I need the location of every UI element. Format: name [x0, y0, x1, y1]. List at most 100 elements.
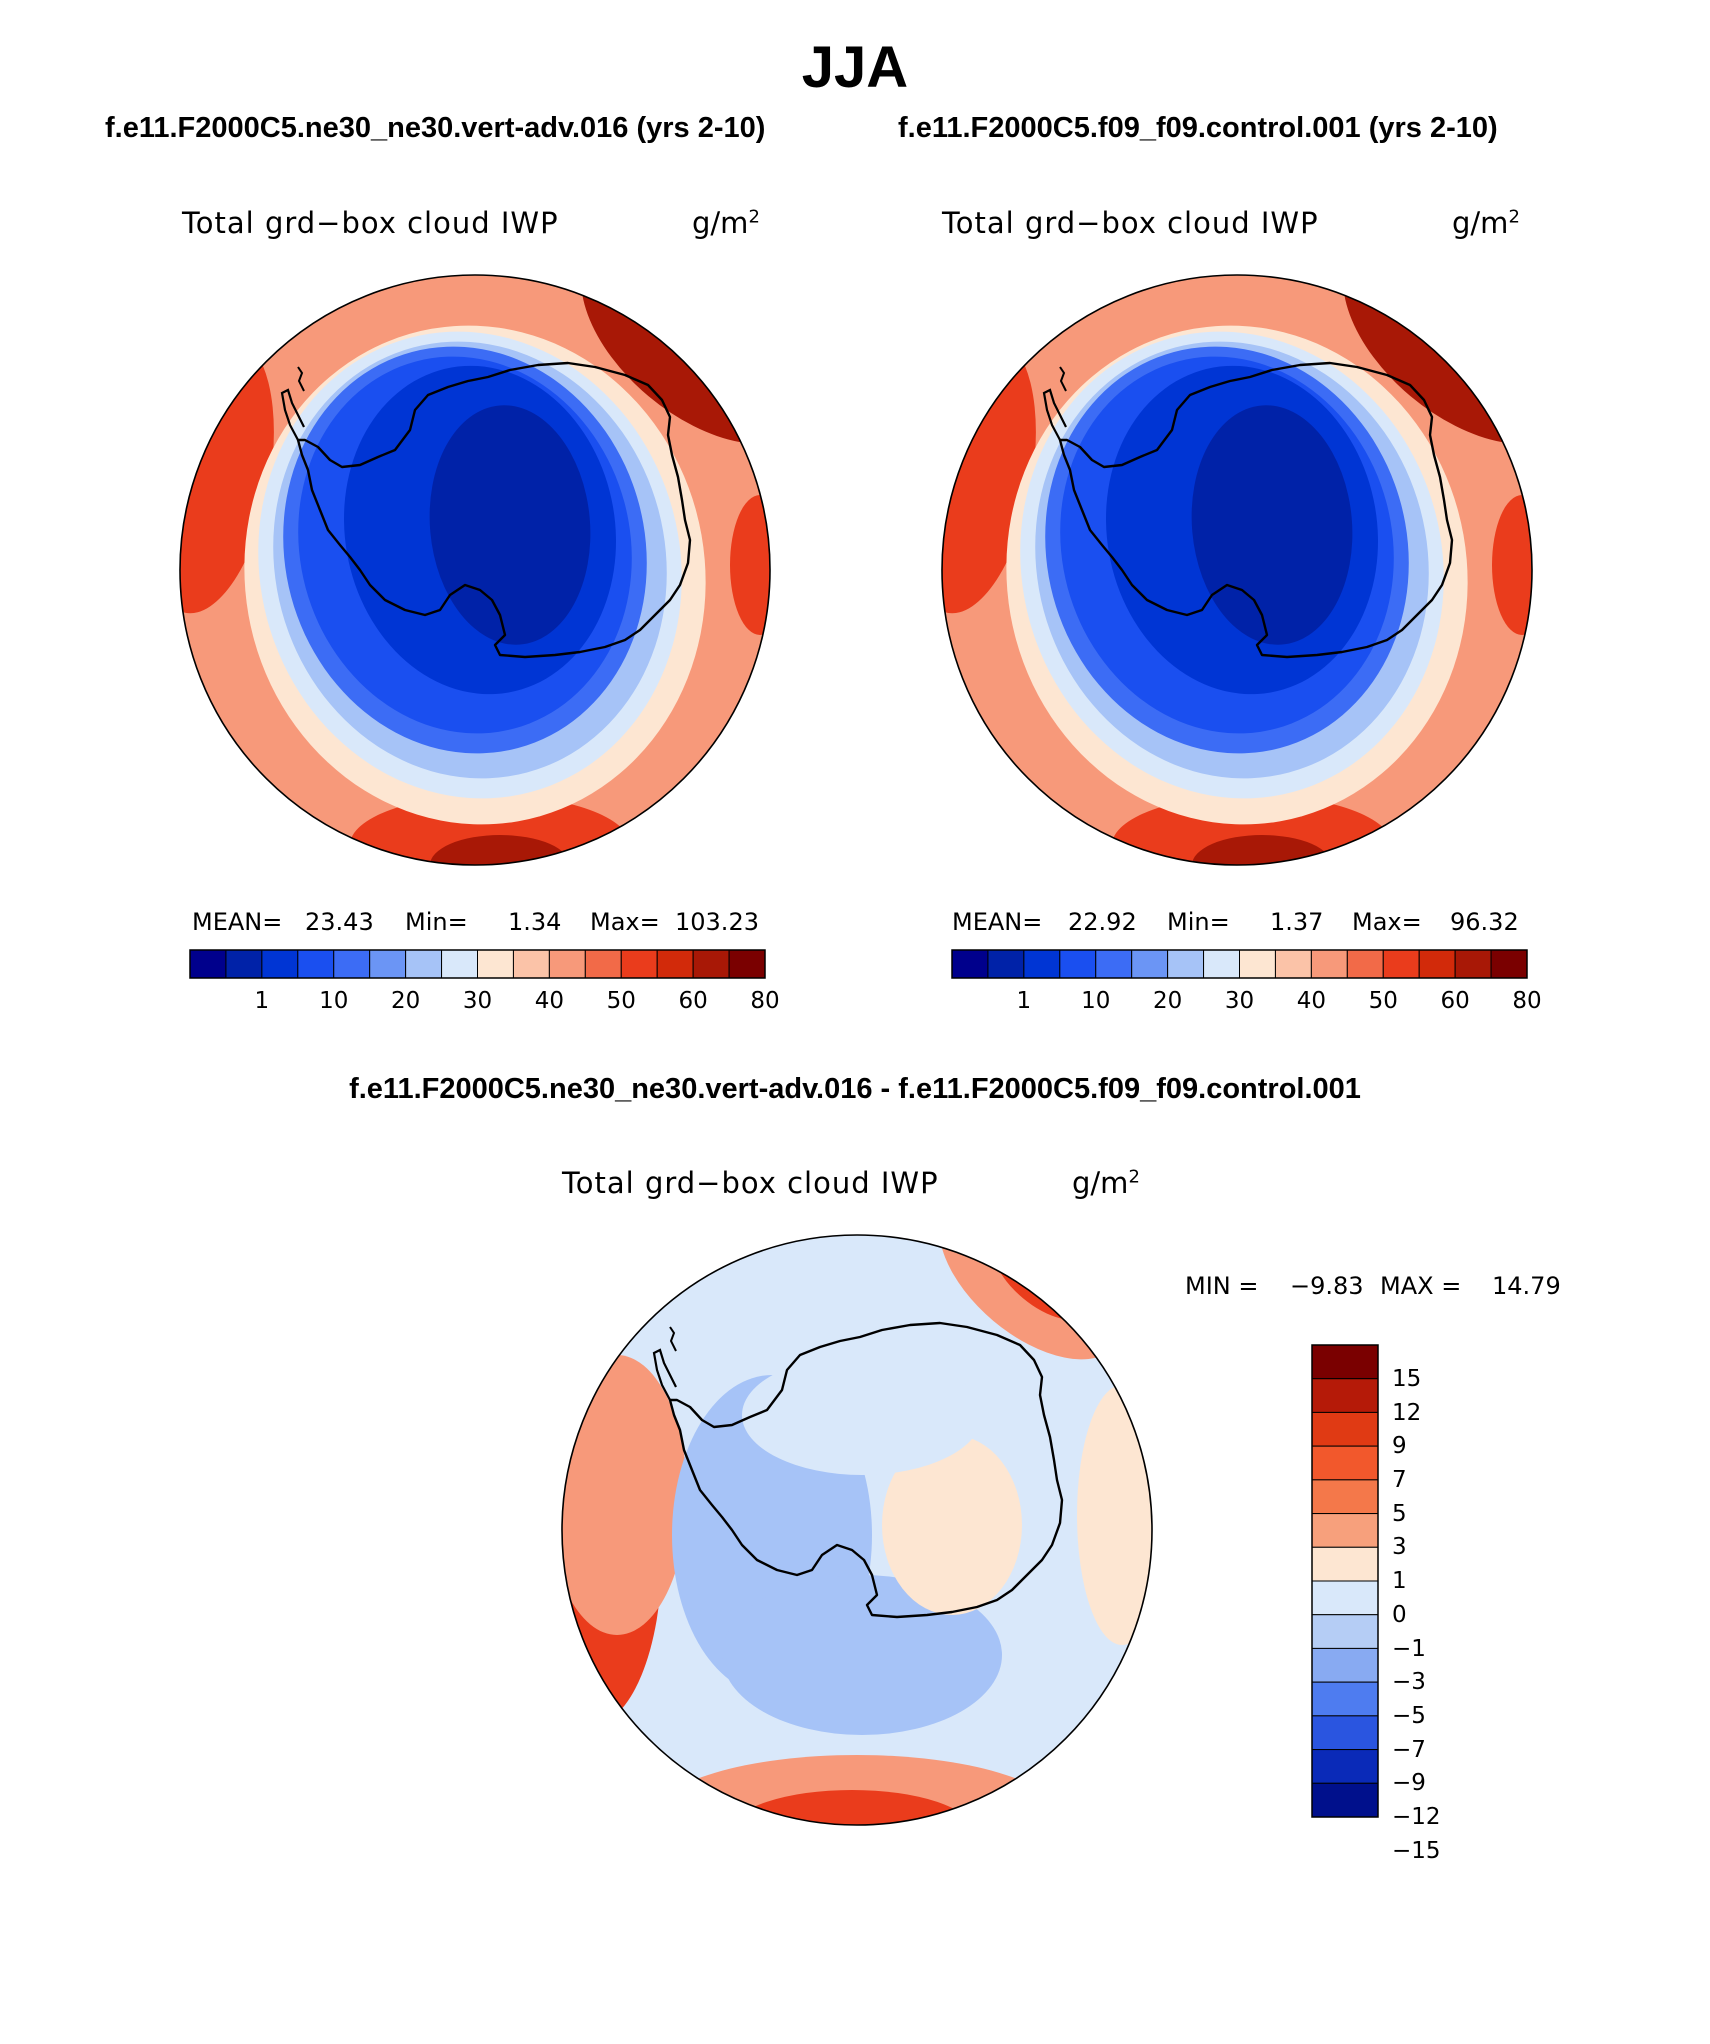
- field-max-region: [430, 835, 570, 865]
- colorbar-tick-label: 5: [1392, 1500, 1407, 1527]
- colorbar-box: [297, 949, 335, 979]
- panel2-mean-value: 22.92: [1068, 908, 1137, 936]
- panel1-case-title: f.e11.F2000C5.ne30_ne30.vert-adv.016 (yr…: [105, 112, 766, 144]
- panel2-max-value: 96.32: [1450, 908, 1519, 936]
- field-high-region: [730, 495, 770, 635]
- field-mid-region: [882, 1435, 1022, 1615]
- field-min-region: [429, 405, 591, 645]
- colorbar-tick-label: −9: [1392, 1770, 1426, 1797]
- panel1-colorbar-ticks: 1 10 20 30 40 50 60 80: [190, 988, 780, 1018]
- colorbar-box: [1274, 949, 1312, 979]
- colorbar-box: [333, 949, 371, 979]
- colorbar-tick-label: −1: [1392, 1635, 1426, 1662]
- colorbar-box: [405, 949, 443, 979]
- colorbar-box: [692, 949, 730, 979]
- peninsula-coastline: [1042, 388, 1067, 441]
- panel1-polar-map: [179, 274, 771, 866]
- colorbar-box: [1311, 1513, 1379, 1548]
- colorbar-box: [620, 949, 658, 979]
- diff-colorbar: [1311, 1344, 1379, 1818]
- colorbar-box: [1311, 1782, 1379, 1818]
- colorbar-box: [951, 949, 989, 979]
- colorbar-box: [512, 949, 550, 979]
- colorbar-tick-label: 30: [462, 988, 493, 1014]
- colorbar-box: [225, 949, 263, 979]
- coastline-group: [1042, 361, 1454, 659]
- map-field: [180, 275, 770, 865]
- diff-polar-map: [561, 1234, 1153, 1826]
- panel2-min-value: 1.37: [1270, 908, 1324, 936]
- colorbar-box: [1346, 949, 1384, 979]
- panel1-max-label: Max=: [590, 908, 660, 936]
- colorbar-tick-label: −15: [1392, 1837, 1441, 1864]
- antarctica-coastline: [296, 361, 692, 659]
- colorbar-tick-label: 7: [1392, 1467, 1407, 1493]
- colorbar-box: [1023, 949, 1061, 979]
- colorbar-tick-label: 30: [1224, 988, 1255, 1014]
- panel1-min-value: 1.34: [508, 908, 562, 936]
- colorbar-tick-label: 10: [1081, 988, 1111, 1014]
- panel1-mean-label: MEAN=: [192, 908, 283, 936]
- field-high-region: [942, 336, 1036, 614]
- panel2-max-label: Max=: [1352, 908, 1422, 936]
- colorbar-tick-label: 1: [254, 988, 270, 1014]
- colorbar-box: [1454, 949, 1492, 979]
- colorbar-box: [1418, 949, 1456, 979]
- panel1-min-label: Min=: [405, 908, 468, 936]
- colorbar-tick-label: 80: [1512, 988, 1542, 1014]
- colorbar-box: [1239, 949, 1276, 979]
- colorbar-box: [1382, 949, 1420, 979]
- map-border: [179, 274, 771, 866]
- colorbar-outline: [189, 949, 766, 979]
- coastline-group: [652, 1321, 1064, 1619]
- colorbar-box: [656, 949, 694, 979]
- colorbar-tick-label: 50: [606, 988, 636, 1014]
- colorbar-box: [1131, 949, 1169, 979]
- panel1-variable-label: Total grd−box cloud IWP: [182, 206, 559, 240]
- colorbar-tick-label: 60: [1440, 988, 1470, 1014]
- colorbar-box: [189, 949, 227, 979]
- colorbar-tick-label: −5: [1392, 1703, 1426, 1729]
- colorbar-tick-label: −12: [1392, 1804, 1441, 1831]
- colorbar-tick-label: 40: [1296, 988, 1327, 1014]
- colorbar-box: [728, 949, 766, 979]
- colorbar-tick-label: 20: [390, 988, 421, 1014]
- diff-max-value: 14.79: [1492, 1272, 1561, 1300]
- field-high-region: [732, 1790, 972, 1825]
- colorbar-tick-label: 0: [1392, 1601, 1407, 1628]
- colorbar-tick-label: 40: [534, 988, 565, 1014]
- colorbar-box: [1311, 1344, 1379, 1380]
- diff-min-label: MIN =: [1185, 1272, 1259, 1300]
- colorbar-box: [548, 949, 586, 979]
- colorbar-tick-label: 12: [1392, 1399, 1422, 1426]
- diff-units-label: g/m2: [1072, 1166, 1140, 1200]
- diff-colorbar-ticks: 15 12 9 7 5 3 1 0 −1 −3 −5 −7 −9 −12 −15: [1392, 1345, 1472, 1864]
- panel1-colorbar: [189, 949, 766, 979]
- coastline-group: [280, 361, 692, 659]
- colorbar-box: [1311, 1411, 1379, 1447]
- map-field: [562, 1235, 1152, 1825]
- panel2-units-label: g/m2: [1452, 206, 1520, 240]
- colorbar-box: [987, 949, 1025, 979]
- panel1-mean-value: 23.43: [305, 908, 374, 936]
- antarctica-coastline: [668, 1321, 1064, 1619]
- map-border: [941, 274, 1533, 866]
- peninsula-coastline: [652, 1348, 677, 1401]
- colorbar-box: [1311, 1546, 1379, 1582]
- panel2-colorbar-ticks: 1 10 20 30 40 50 60 80: [952, 988, 1542, 1018]
- colorbar-tick-label: −3: [1392, 1669, 1426, 1696]
- season-title: JJA: [801, 35, 909, 100]
- colorbar-outline: [1311, 1344, 1379, 1818]
- south-america-coastline: [297, 366, 305, 392]
- colorbar-box: [441, 949, 478, 979]
- diff-min-value: −9.83: [1290, 1272, 1364, 1300]
- colorbar-box: [369, 949, 407, 979]
- colorbar-box: [584, 949, 622, 979]
- field-high-region: [1492, 495, 1532, 635]
- colorbar-tick-label: 9: [1392, 1433, 1407, 1460]
- colorbar-outline: [951, 949, 1528, 979]
- colorbar-tick-label: 80: [750, 988, 780, 1014]
- colorbar-tick-label: 3: [1392, 1534, 1407, 1561]
- field-min-region: [1191, 405, 1353, 645]
- colorbar-box: [1203, 949, 1240, 979]
